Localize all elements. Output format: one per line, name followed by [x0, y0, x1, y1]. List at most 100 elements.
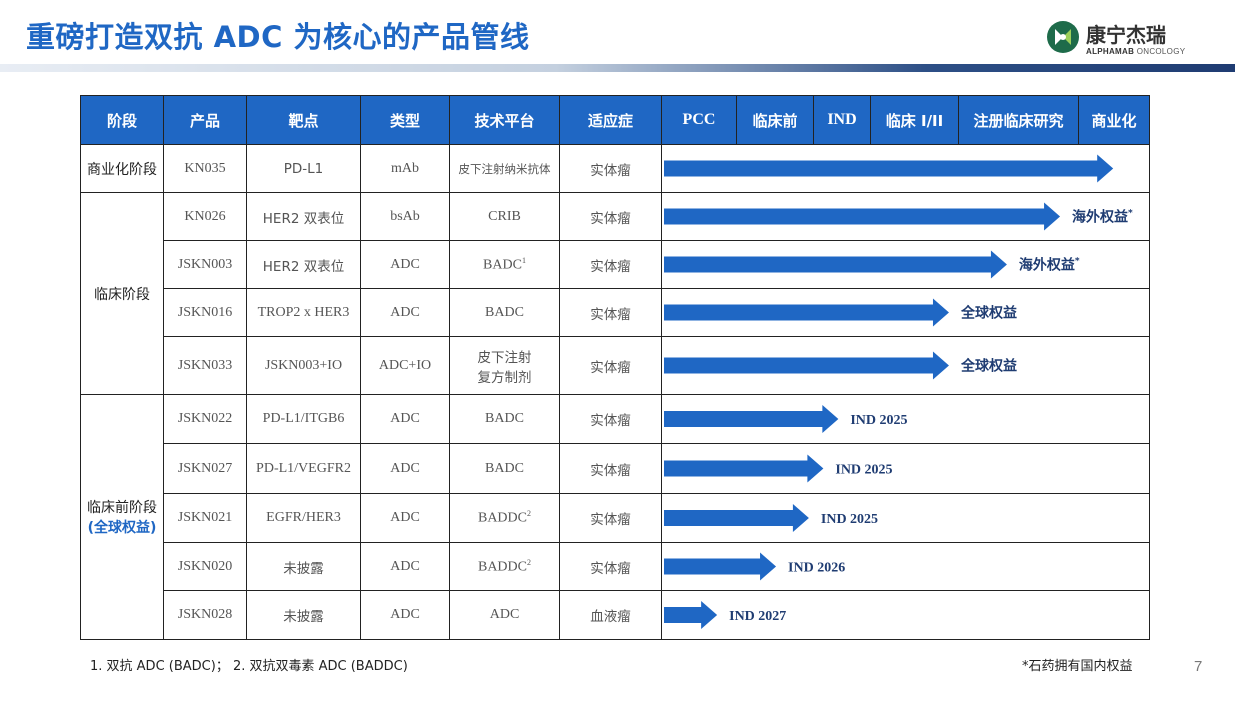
progress-arrow — [664, 154, 1114, 183]
platform-cell: CRIB — [449, 192, 560, 241]
page-number: 7 — [1194, 658, 1203, 675]
progress-cell: IND 2025 — [661, 394, 1150, 444]
type-cell: mAb — [360, 144, 450, 193]
logo-cn: 康宁杰瑞 — [1086, 23, 1166, 47]
target-cell: PD-L1/ITGB6 — [246, 394, 361, 444]
progress-arrow — [664, 351, 949, 380]
type-cell: ADC+IO — [360, 336, 450, 395]
target-cell: EGFR/HER3 — [246, 493, 361, 543]
header-indication: 适应症 — [559, 95, 662, 145]
header-product: 产品 — [163, 95, 247, 145]
footnote-left: 1. 双抗 ADC (BADC)； 2. 双抗双毒素 ADC (BADDC) — [90, 659, 408, 674]
product-cell: JSKN022 — [163, 394, 247, 444]
product-cell: JSKN033 — [163, 336, 247, 395]
type-cell: ADC — [360, 288, 450, 337]
progress-svg: 全球权益 — [664, 298, 1017, 327]
logo-en: ALPHAMAB ONCOLOGY — [1086, 47, 1186, 56]
header-registration: 注册临床研究 — [958, 95, 1079, 145]
progress-arrow — [664, 298, 949, 327]
progress-arrow — [664, 552, 777, 581]
platform-cell: BADC — [449, 394, 560, 444]
header-band — [0, 64, 1235, 72]
target-cell: TROP2 x HER3 — [246, 288, 361, 337]
target-cell: HER2 双表位 — [246, 240, 361, 289]
product-cell: KN035 — [163, 144, 247, 193]
header-pcc: PCC — [661, 95, 737, 145]
type-cell: ADC — [360, 493, 450, 543]
target-cell: HER2 双表位 — [246, 192, 361, 241]
progress-svg: IND 2025 — [664, 405, 908, 433]
platform-cell: BADC — [449, 288, 560, 337]
table-header-row: 阶段 产品 靶点 类型 技术平台 适应症 PCC 临床前 IND 临床 I/II… — [80, 95, 1150, 145]
platform-cell: 皮下注射 复方制剂 — [449, 336, 560, 395]
type-cell: ADC — [360, 542, 450, 591]
product-cell: KN026 — [163, 192, 247, 241]
progress-label: 全球权益 — [960, 358, 1017, 375]
table-row: JSKN016 TROP2 x HER3 ADC BADC 实体瘤 全球权益 — [81, 288, 1150, 337]
page-title: 重磅打造双抗 ADC 为核心的产品管线 — [26, 20, 530, 54]
progress-svg: IND 2025 — [664, 454, 893, 483]
header-commercial: 商业化 — [1078, 95, 1150, 145]
footnote-right: *石药拥有国内权益 — [1022, 659, 1133, 674]
header-target: 靶点 — [246, 95, 361, 145]
progress-arrow — [664, 504, 809, 532]
progress-label: 全球权益 — [960, 305, 1017, 322]
progress-label: IND 2025 — [821, 512, 878, 527]
progress-cell: 全球权益 — [661, 288, 1150, 337]
progress-arrow — [664, 601, 718, 629]
table-row: JSKN020 未披露 ADC BADDC2 实体瘤 IND 2026 — [81, 542, 1150, 591]
product-cell: JSKN028 — [163, 590, 247, 640]
progress-label: IND 2027 — [729, 609, 786, 624]
platform-cell: ADC — [449, 590, 560, 640]
progress-label: 海外权益* — [1019, 257, 1080, 274]
progress-label: 海外权益* — [1072, 209, 1133, 226]
progress-arrow — [664, 202, 1061, 231]
indication-cell: 血液瘤 — [559, 590, 662, 640]
pipeline-table: 阶段 产品 靶点 类型 技术平台 适应症 PCC 临床前 IND 临床 I/II… — [80, 95, 1150, 640]
type-cell: ADC — [360, 443, 450, 494]
indication-cell: 实体瘤 — [559, 394, 662, 444]
product-cell: JSKN016 — [163, 288, 247, 337]
type-cell: ADC — [360, 240, 450, 289]
indication-cell: 实体瘤 — [559, 144, 662, 193]
target-cell: PD-L1/VEGFR2 — [246, 443, 361, 494]
progress-svg: IND 2025 — [664, 504, 878, 532]
progress-arrow — [664, 250, 1007, 279]
table-row: JSKN028 未披露 ADC ADC 血液瘤 IND 2027 — [81, 590, 1150, 640]
progress-label: IND 2025 — [850, 413, 907, 428]
header-platform: 技术平台 — [449, 95, 560, 145]
platform-cell: 皮下注射纳米抗体 — [449, 144, 560, 193]
progress-cell: 海外权益* — [661, 240, 1150, 289]
stage-cell: 商业化阶段 — [80, 144, 164, 193]
target-cell: PD-L1 — [246, 144, 361, 193]
progress-svg: 海外权益* — [664, 250, 1080, 279]
indication-cell: 实体瘤 — [559, 288, 662, 337]
progress-svg: IND 2027 — [664, 601, 786, 629]
indication-cell: 实体瘤 — [559, 336, 662, 395]
indication-cell: 实体瘤 — [559, 443, 662, 494]
indication-cell: 实体瘤 — [559, 240, 662, 289]
indication-cell: 实体瘤 — [559, 192, 662, 241]
table-row: 商业化阶段 KN035 PD-L1 mAb 皮下注射纳米抗体 实体瘤 — [80, 144, 1150, 193]
target-cell: JSKN003+IO — [246, 336, 361, 395]
header-preclinical: 临床前 — [736, 95, 814, 145]
platform-cell: BADC — [449, 443, 560, 494]
header-ind: IND — [813, 95, 871, 145]
progress-svg: 海外权益* — [664, 202, 1133, 231]
target-cell: 未披露 — [246, 542, 361, 591]
progress-svg — [664, 154, 1114, 183]
table-row: JSKN021 EGFR/HER3 ADC BADDC2 实体瘤 IND 202… — [81, 493, 1150, 543]
table-row: JSKN027 PD-L1/VEGFR2 ADC BADC 实体瘤 IND 20… — [81, 443, 1150, 494]
progress-cell: IND 2025 — [661, 443, 1150, 494]
platform-cell: BADDC2 — [449, 493, 560, 543]
progress-arrow — [664, 454, 824, 483]
product-cell: JSKN020 — [163, 542, 247, 591]
alphamab-logo-icon — [1047, 21, 1079, 53]
progress-label: IND 2026 — [788, 561, 845, 576]
progress-cell: 全球权益 — [661, 336, 1150, 395]
company-logo: 康宁杰瑞 ALPHAMAB ONCOLOGY — [1046, 18, 1216, 58]
product-cell: JSKN003 — [163, 240, 247, 289]
product-cell: JSKN027 — [163, 443, 247, 494]
progress-svg: IND 2026 — [664, 552, 845, 581]
table-row: JSKN033 JSKN003+IO ADC+IO 皮下注射 复方制剂 实体瘤 全… — [81, 336, 1150, 395]
